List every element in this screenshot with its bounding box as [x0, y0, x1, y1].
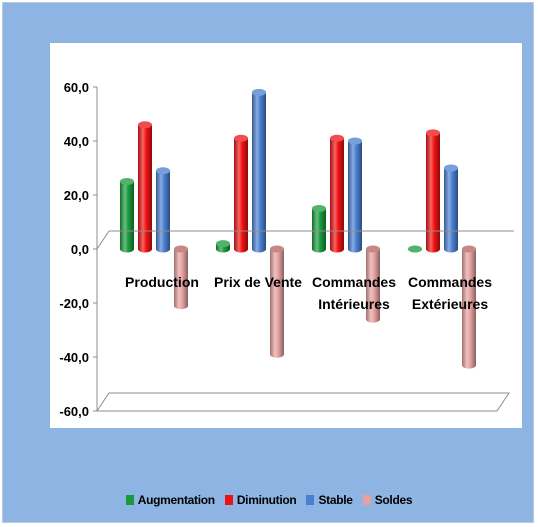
category-label: Commandes	[312, 274, 396, 290]
legend-swatch	[362, 495, 371, 505]
legend-item-diminution: Diminution	[224, 493, 297, 507]
bar-cap	[366, 245, 380, 253]
bar-soldes	[174, 245, 188, 310]
bar-body	[252, 92, 266, 253]
chart-svg: 60,0 40,0 20,0 0,0 -20,0 -40,0 -60,0 Production…	[59, 80, 514, 419]
y-tick-label: 60,0	[64, 80, 89, 95]
y-tick-label: -60,0	[59, 404, 89, 419]
zero-line-depth	[96, 230, 110, 250]
bar-cap	[426, 129, 440, 137]
category-label: Prix de Vente	[214, 274, 302, 290]
legend-label: Soldes	[374, 493, 413, 507]
bar-stable	[444, 164, 458, 253]
bar-diminution	[330, 134, 344, 253]
bar-diminution	[234, 134, 248, 253]
bar-augmentation	[408, 245, 422, 253]
bar-cap	[120, 178, 134, 185]
bar-diminution	[138, 121, 152, 253]
bar-body	[138, 124, 152, 253]
bar-body	[426, 132, 440, 253]
bar-cap	[252, 88, 266, 96]
bar-stable	[156, 167, 170, 253]
legend-label: Diminution	[236, 493, 297, 507]
legend-label: Stable	[318, 493, 353, 507]
bar-cap	[216, 240, 230, 248]
category-label: Extérieures	[412, 296, 488, 312]
legend-swatch	[224, 495, 233, 505]
bar-cap	[330, 134, 344, 142]
bar-body	[120, 181, 134, 253]
legend-item-stable: Stable	[306, 493, 353, 507]
bar-cap	[156, 167, 170, 175]
bar-cap	[462, 245, 476, 253]
bar-cap	[234, 134, 248, 142]
bar-body	[234, 138, 248, 253]
bar-body	[462, 249, 476, 369]
y-tick-label: 20,0	[64, 188, 89, 203]
legend-item-augmentation: Augmentation	[125, 493, 215, 507]
bar-cap	[270, 245, 284, 253]
y-tick-label: 0,0	[71, 242, 89, 257]
chart-frame: 60,0 40,0 20,0 0,0 -20,0 -40,0 -60,0 Production…	[2, 2, 534, 523]
bar-cap	[348, 137, 362, 145]
chart-floor	[96, 392, 510, 412]
y-tick-label: -20,0	[59, 296, 89, 311]
bar-body	[156, 170, 170, 253]
plot-area: 60,0 40,0 20,0 0,0 -20,0 -40,0 -60,0 Production…	[50, 43, 522, 428]
bar-cap	[312, 205, 326, 212]
bar-soldes	[462, 245, 476, 369]
bar-body	[444, 168, 458, 253]
legend-swatch	[306, 495, 315, 505]
legend-label: Augmentation	[137, 493, 215, 507]
category-label: Commandes	[408, 274, 492, 290]
bar-body	[330, 138, 344, 253]
bar-body	[348, 141, 362, 253]
bar-augmentation	[120, 178, 134, 253]
bar-soldes	[270, 245, 284, 358]
bar-body	[366, 249, 380, 323]
bar-body	[174, 249, 188, 310]
bar-augmentation	[216, 240, 230, 253]
bar-diminution	[426, 129, 440, 253]
legend: Augmentation Diminution Stable Soldes	[0, 488, 538, 512]
bar-stable	[348, 137, 362, 253]
bar-stable	[252, 88, 266, 253]
legend-swatch	[125, 495, 134, 505]
bar-cap	[174, 245, 188, 253]
y-tick-label: -40,0	[59, 350, 89, 365]
bar-cap	[444, 164, 458, 172]
bar-cap	[408, 245, 422, 253]
category-label: Production	[125, 274, 199, 290]
bar-body	[270, 249, 284, 358]
bar-augmentation	[312, 205, 326, 253]
bar-cap	[138, 121, 152, 129]
legend-item-soldes: Soldes	[362, 493, 413, 507]
category-label: Intérieures	[318, 296, 390, 312]
y-tick-label: 40,0	[64, 134, 89, 149]
bar-soldes	[366, 245, 380, 323]
